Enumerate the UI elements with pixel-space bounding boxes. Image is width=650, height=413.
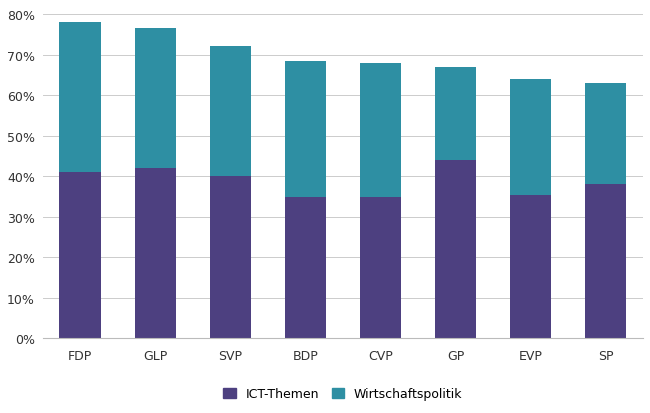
Bar bbox=[59, 173, 101, 339]
Bar bbox=[135, 169, 176, 339]
Bar bbox=[510, 80, 551, 195]
Bar bbox=[510, 195, 551, 339]
Legend: ICT-Themen, Wirtschaftspolitik: ICT-Themen, Wirtschaftspolitik bbox=[218, 382, 467, 406]
Bar bbox=[585, 185, 626, 339]
Bar bbox=[209, 47, 251, 177]
Bar bbox=[59, 23, 101, 173]
Bar bbox=[135, 29, 176, 169]
Bar bbox=[359, 64, 401, 197]
Bar bbox=[285, 62, 326, 197]
Bar bbox=[359, 197, 401, 339]
Bar bbox=[585, 84, 626, 185]
Bar bbox=[435, 161, 476, 339]
Bar bbox=[285, 197, 326, 339]
Bar bbox=[209, 177, 251, 339]
Bar bbox=[435, 68, 476, 161]
